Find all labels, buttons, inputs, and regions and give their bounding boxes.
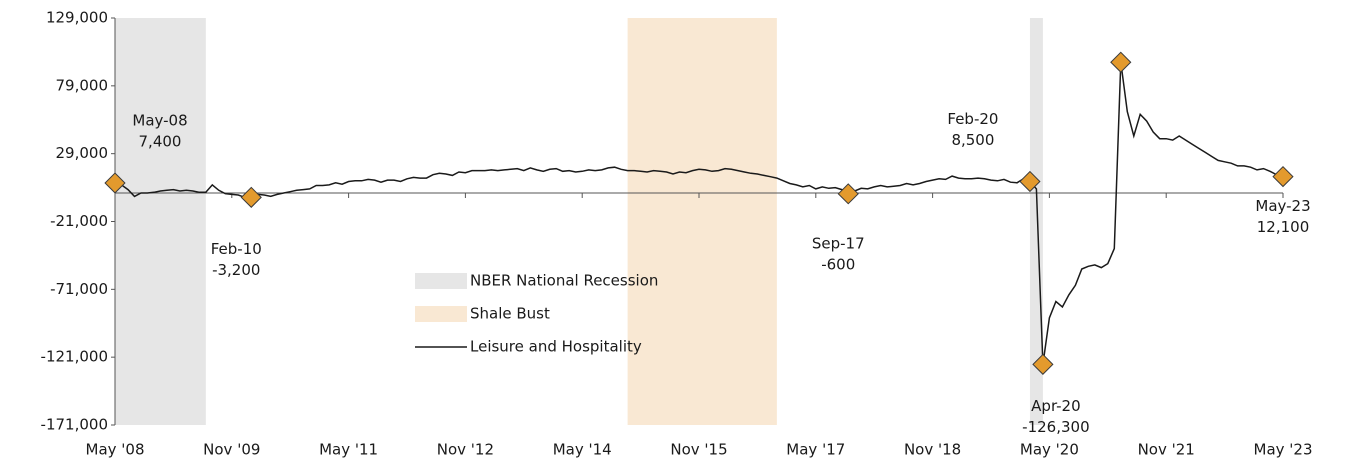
annotation-marker (1032, 353, 1054, 375)
y-tick-label: 29,000 (56, 144, 109, 162)
legend-label: Leisure and Hospitality (470, 338, 642, 356)
y-tick-label: -121,000 (41, 348, 108, 366)
x-tick-label: Nov '21 (1138, 441, 1195, 459)
x-tick-label: May '11 (319, 441, 378, 459)
legend-swatch (415, 273, 467, 289)
annotation-value: -3,200 (212, 261, 260, 279)
y-tick-label: -21,000 (50, 212, 108, 230)
annotation-marker (1110, 51, 1132, 73)
annotation-marker (1272, 165, 1294, 188)
y-tick-label: 129,000 (46, 9, 108, 27)
annotation-marker (837, 183, 859, 205)
x-tick-label: May '14 (553, 441, 612, 459)
x-tick-label: Nov '18 (904, 441, 961, 459)
x-tick-label: May '08 (86, 441, 145, 459)
x-tick-label: May '17 (786, 441, 845, 459)
x-tick-label: May '20 (1020, 441, 1079, 459)
x-tick-label: May '23 (1254, 441, 1313, 459)
shaded-span (1029, 18, 1043, 425)
legend-swatch (415, 306, 467, 322)
y-tick-label: 79,000 (56, 76, 109, 94)
annotation-marker (240, 186, 262, 208)
annotation-value: 7,400 (139, 132, 182, 150)
annotation-label: May-23 (1255, 197, 1310, 215)
annotation-label: Feb-20 (947, 110, 998, 128)
y-tick-label: -171,000 (41, 416, 108, 434)
shaded-span (115, 18, 206, 425)
annotation-label: May-08 (132, 111, 187, 129)
annotation-label: Feb-10 (211, 240, 262, 258)
annotation-value: -126,300 (1022, 418, 1089, 436)
annotation-label: Apr-20 (1031, 397, 1081, 415)
x-tick-label: Nov '12 (437, 441, 494, 459)
annotation-marker (104, 172, 126, 194)
y-tick-label: -71,000 (50, 280, 108, 298)
legend-label: NBER National Recession (470, 272, 658, 290)
annotation-value: 12,100 (1257, 218, 1310, 236)
x-tick-label: Nov '15 (670, 441, 727, 459)
x-tick-label: Nov '09 (203, 441, 260, 459)
shaded-span (627, 18, 777, 425)
annotation-marker (1019, 170, 1041, 193)
annotation-label: Sep-17 (812, 234, 865, 252)
series-line (114, 62, 1284, 365)
legend-label: Shale Bust (470, 305, 550, 323)
annotation-value: -600 (821, 255, 855, 273)
annotation-value: 8,500 (951, 131, 994, 149)
shaded-regions (115, 18, 1043, 425)
